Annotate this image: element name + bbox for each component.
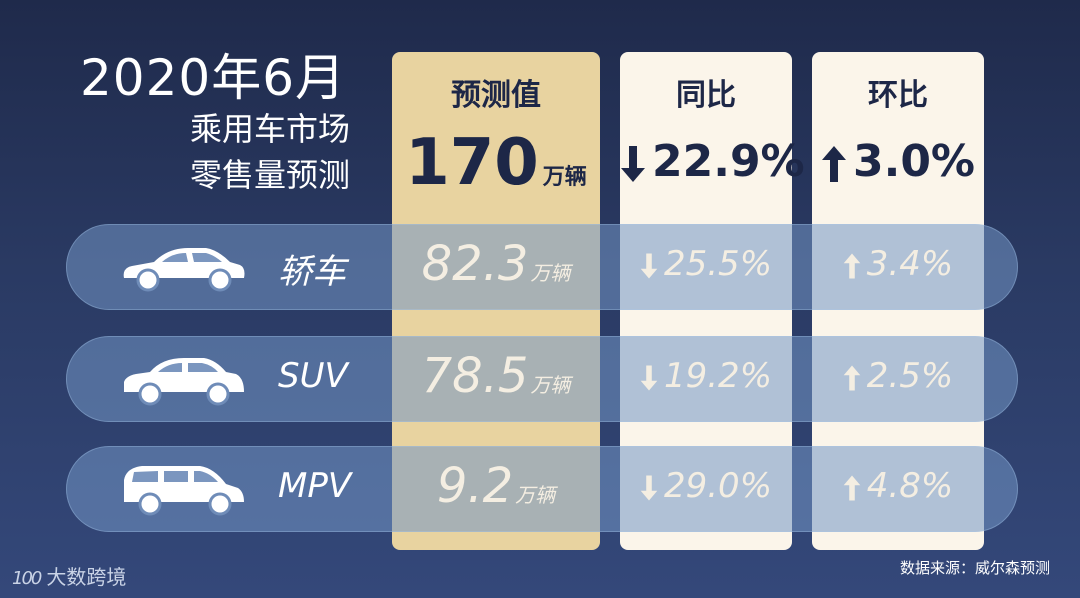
row-value-number: 78.5	[421, 348, 529, 404]
arrow-down-icon	[621, 146, 645, 182]
mom-column-header: 环比	[868, 78, 928, 113]
sedan-icon	[123, 248, 245, 292]
row-yoy: 29.0%	[620, 466, 792, 506]
row-value-unit: 万辆	[530, 261, 571, 285]
total-mom-value: 3.0%	[852, 136, 976, 187]
row-label: MPV	[278, 466, 352, 506]
arrow-down-icon	[640, 253, 658, 278]
data-source: 数据来源：威尔森预测	[899, 559, 1050, 577]
total-yoy-value: 22.9%	[652, 136, 805, 187]
total-forecast-unit: 万辆	[542, 165, 587, 190]
row-label: SUV	[278, 356, 348, 396]
row-yoy-value: 29.0%	[663, 466, 772, 506]
page-subtitle-line2: 零售量预测	[189, 156, 350, 194]
row-value-unit: 万辆	[530, 373, 571, 397]
row-yoy-value: 19.2%	[663, 356, 772, 396]
row-mom: 4.8%	[812, 466, 984, 506]
row-yoy-value: 25.5%	[663, 244, 772, 284]
row-mom: 2.5%	[812, 356, 984, 396]
total-mom: 3.0%	[812, 136, 984, 187]
yoy-column-header: 同比	[676, 78, 736, 113]
row-forecast-value: 78.5 万辆	[392, 348, 600, 404]
row-value-number: 9.2	[436, 458, 514, 514]
row-value-number: 82.3	[421, 236, 529, 292]
total-yoy: 22.9%	[620, 136, 805, 187]
row-forecast-value: 9.2 万辆	[392, 458, 600, 514]
row-forecast-value: 82.3 万辆	[392, 236, 600, 292]
row-yoy: 19.2%	[620, 356, 792, 396]
row-mom-value: 4.8%	[866, 466, 954, 506]
arrow-up-icon	[843, 253, 861, 278]
arrow-up-icon	[843, 365, 861, 390]
row-sedan: 轿车 82.3 万辆 25.5% 3.4%	[66, 224, 1018, 310]
suv-icon	[124, 358, 244, 406]
total-forecast-value: 170	[405, 126, 539, 200]
arrow-down-icon	[640, 475, 658, 500]
row-suv: SUV 78.5 万辆 19.2% 2.5%	[66, 336, 1018, 422]
row-label: 轿车	[278, 252, 346, 292]
arrow-down-icon	[640, 365, 658, 390]
forecast-column-header: 预测值	[451, 78, 541, 113]
mpv-icon	[124, 466, 244, 516]
row-value-unit: 万辆	[515, 483, 556, 507]
logo-mark: 100	[12, 568, 42, 589]
brand-logo: 100 大数跨境	[12, 561, 126, 590]
row-mom-value: 2.5%	[866, 356, 954, 396]
row-mpv: MPV 9.2 万辆 29.0% 4.8%	[66, 446, 1018, 532]
arrow-up-icon	[821, 146, 846, 182]
page-subtitle-line1: 乘用车市场	[189, 110, 350, 148]
row-yoy: 25.5%	[620, 244, 792, 284]
row-mom-value: 3.4%	[866, 244, 954, 284]
row-mom: 3.4%	[812, 244, 984, 284]
page-title: 2020年6月	[80, 49, 347, 107]
arrow-up-icon	[843, 475, 861, 500]
logo-text: 大数跨境	[46, 565, 127, 589]
total-forecast: 170 万辆	[392, 126, 600, 200]
